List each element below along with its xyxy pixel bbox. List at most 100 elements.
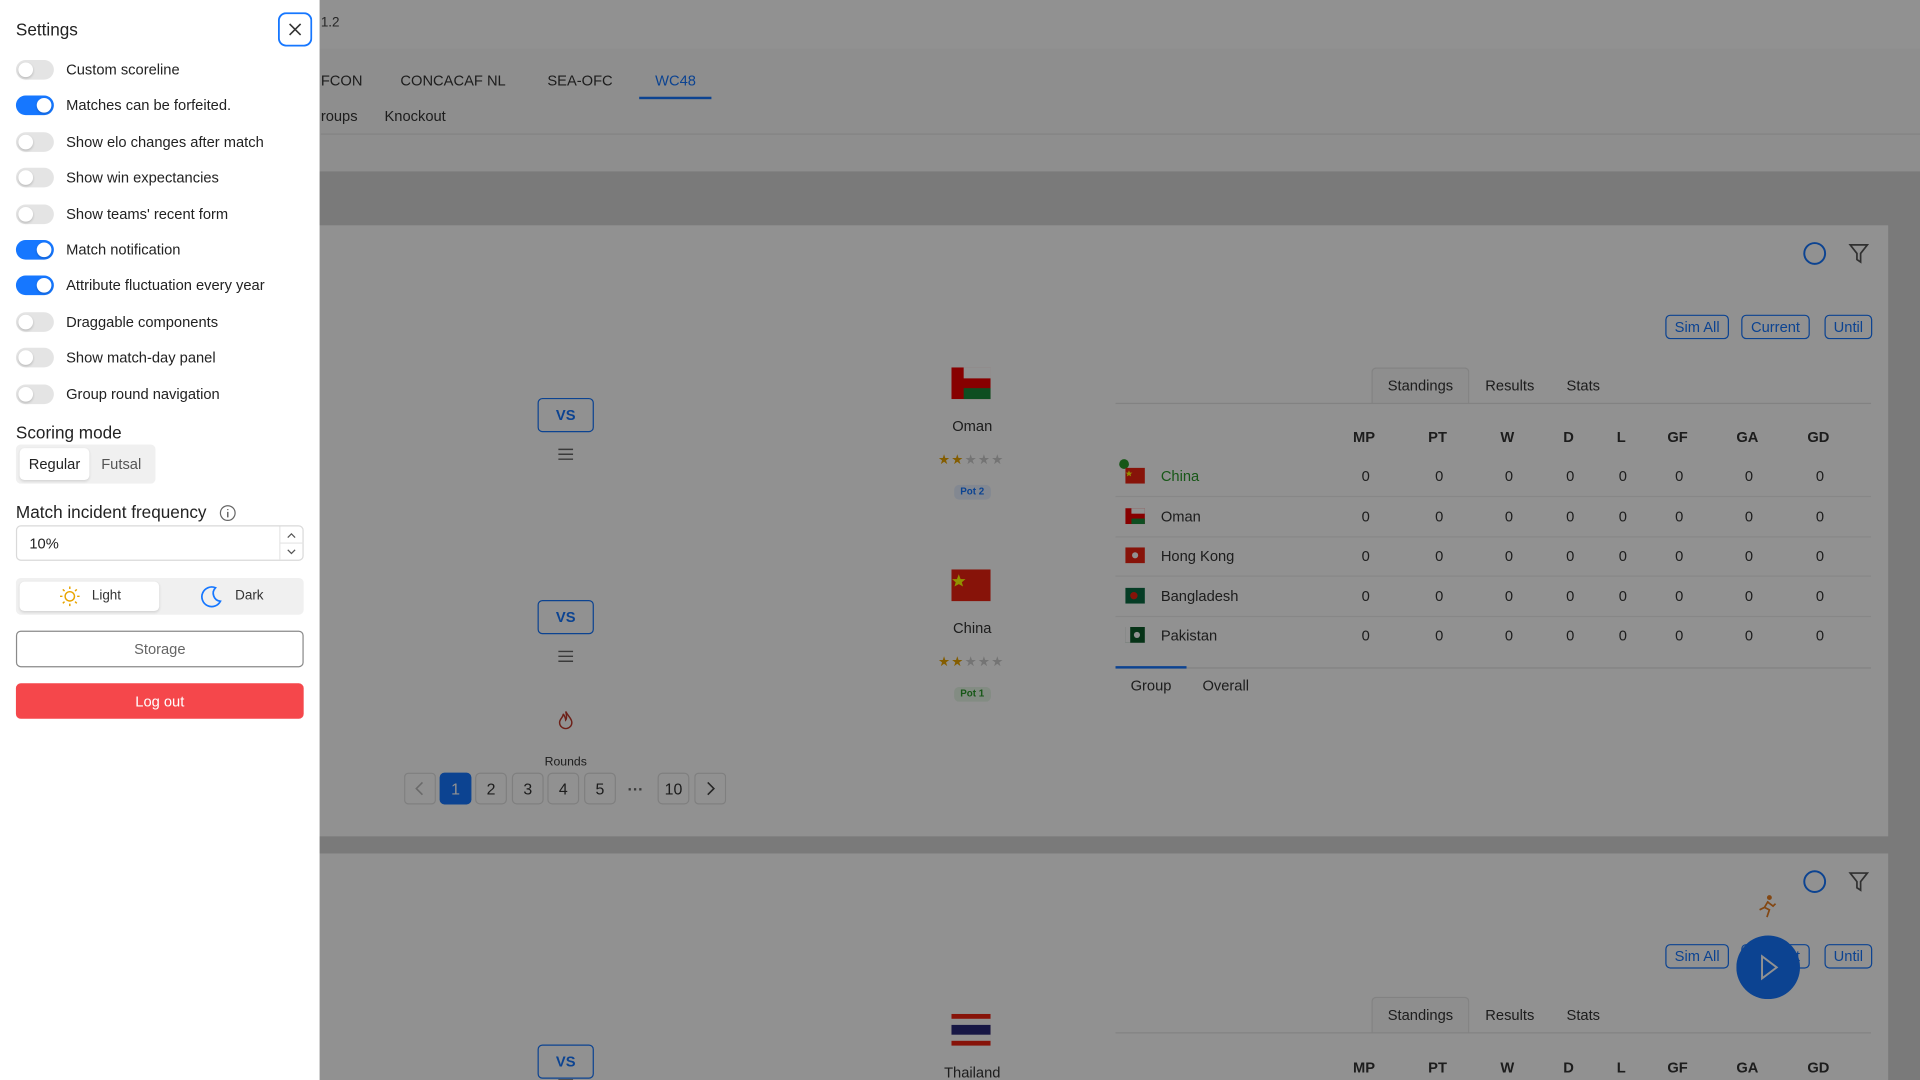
stage-tab[interactable]: Knockout bbox=[384, 107, 446, 125]
play-button[interactable] bbox=[1736, 935, 1800, 1000]
league-tab[interactable]: WC48 bbox=[655, 72, 696, 90]
pot-badge: Pot 2 bbox=[954, 484, 991, 500]
filter-icon[interactable] bbox=[1848, 242, 1870, 264]
tab-box bbox=[1371, 367, 1470, 405]
head-to-head-icon[interactable] bbox=[1802, 241, 1827, 265]
page-button[interactable]: 1 bbox=[439, 772, 472, 805]
view-tab[interactable]: Group bbox=[1130, 677, 1172, 695]
next-page[interactable] bbox=[694, 772, 727, 805]
logout-button[interactable]: Log out bbox=[15, 683, 304, 719]
stat-cell: 0 bbox=[1744, 587, 1754, 605]
stat-cell: 0 bbox=[1815, 587, 1825, 605]
sim-button-label: Sim All bbox=[1674, 318, 1720, 336]
flag bbox=[1125, 627, 1145, 644]
sim-button[interactable]: Until bbox=[1824, 314, 1873, 340]
team-name[interactable]: Bangladesh bbox=[1160, 587, 1239, 605]
settings-drawer: Settings Custom scoreline Matches can be f… bbox=[0, 0, 320, 1080]
toggle-switch[interactable] bbox=[15, 347, 54, 368]
star: ★ bbox=[964, 655, 977, 670]
page-button[interactable]: 5 bbox=[584, 772, 616, 805]
team-name[interactable]: Oman bbox=[1160, 507, 1201, 525]
toggle-switch[interactable] bbox=[15, 383, 54, 404]
star-rating: ★ ★ ★ ★ ★ bbox=[938, 453, 1007, 468]
moon-icon bbox=[200, 584, 224, 608]
toggle-switch[interactable] bbox=[15, 275, 54, 296]
page-button-label: 10 bbox=[664, 779, 683, 798]
sim-button[interactable]: Current bbox=[1741, 314, 1810, 340]
league-tab[interactable]: SEA-OFC bbox=[547, 72, 613, 90]
page-button[interactable]: ··· bbox=[620, 773, 652, 805]
stat-cell: 0 bbox=[1675, 587, 1684, 605]
toggle-label: Attribute fluctuation every year bbox=[66, 277, 265, 295]
toggle-switch[interactable] bbox=[15, 240, 54, 260]
vs-button[interactable]: VS bbox=[537, 397, 594, 433]
spinner[interactable] bbox=[279, 526, 304, 560]
stat-cell: 0 bbox=[1566, 467, 1575, 485]
toggle-switch[interactable] bbox=[15, 311, 54, 332]
standings-tab[interactable]: Stats bbox=[1566, 377, 1601, 395]
page-button[interactable]: 2 bbox=[475, 772, 507, 805]
toggle-switch[interactable] bbox=[15, 167, 54, 188]
hamburger-icon[interactable] bbox=[557, 649, 574, 664]
filter-icon[interactable] bbox=[1848, 871, 1870, 893]
incident-icon-glyph bbox=[558, 711, 573, 730]
page-button[interactable]: 3 bbox=[511, 772, 544, 805]
standings-tab[interactable]: Results bbox=[1485, 1006, 1535, 1024]
scoring-option[interactable]: Futsal bbox=[91, 448, 152, 480]
moon-icon-glyph bbox=[201, 586, 222, 608]
team-name[interactable]: Pakistan bbox=[1160, 627, 1218, 645]
toggle-switch[interactable] bbox=[15, 131, 54, 152]
league-tab[interactable]: FCON bbox=[320, 72, 363, 90]
standings-tab[interactable]: Standings bbox=[1387, 1006, 1454, 1024]
stat-cell: 0 bbox=[1435, 547, 1444, 565]
storage-button[interactable]: Storage bbox=[15, 630, 304, 668]
info-icon[interactable] bbox=[219, 504, 236, 522]
storage-button-label: Storage bbox=[134, 640, 186, 658]
toggle-switch[interactable] bbox=[15, 60, 54, 80]
toggle-label: Show teams' recent form bbox=[66, 205, 229, 223]
theme-option[interactable]: Dark bbox=[162, 582, 302, 611]
sim-button[interactable]: Sim All bbox=[1665, 944, 1729, 969]
toggle-knob bbox=[18, 62, 34, 78]
standings-tab[interactable]: Results bbox=[1485, 377, 1535, 395]
sim-button-label: Until bbox=[1833, 318, 1864, 336]
star: ★ bbox=[937, 453, 951, 468]
column-header: D bbox=[1563, 1059, 1574, 1077]
team-name[interactable]: China bbox=[1160, 467, 1200, 485]
vs-button[interactable]: VS bbox=[537, 600, 594, 635]
stat-cell: 0 bbox=[1361, 547, 1370, 565]
vs-button[interactable]: VS bbox=[537, 1044, 594, 1079]
theme-option[interactable]: Light bbox=[19, 581, 160, 612]
incident-icon[interactable] bbox=[557, 710, 574, 730]
star: ★ bbox=[937, 655, 951, 670]
flag bbox=[951, 367, 991, 400]
prev-page[interactable] bbox=[404, 772, 436, 805]
sim-button[interactable]: Sim All bbox=[1665, 314, 1729, 340]
toggle-label: Matches can be forfeited. bbox=[66, 97, 232, 115]
stage-tab[interactable]: roups bbox=[320, 107, 358, 125]
sim-button[interactable]: Until bbox=[1824, 944, 1873, 969]
team-name: China bbox=[953, 619, 992, 637]
subtab-underline bbox=[1115, 666, 1187, 669]
toggle-switch[interactable] bbox=[15, 203, 54, 224]
page-button[interactable]: 4 bbox=[547, 772, 580, 805]
team-name[interactable]: Hong Kong bbox=[1160, 547, 1235, 565]
theme-label: Light bbox=[91, 588, 122, 604]
page-button[interactable]: 10 bbox=[657, 772, 690, 805]
standings-tab[interactable]: Standings bbox=[1387, 377, 1454, 395]
match-day-icon[interactable] bbox=[1756, 894, 1778, 918]
stat-cell: 0 bbox=[1815, 467, 1825, 485]
close-button[interactable] bbox=[277, 12, 313, 47]
number-input[interactable]: 10% bbox=[15, 525, 304, 561]
view-tab[interactable]: Overall bbox=[1202, 677, 1249, 695]
standings-tab[interactable]: Stats bbox=[1566, 1006, 1601, 1024]
sim-button-label: Current bbox=[1751, 318, 1800, 336]
head-to-head-icon[interactable] bbox=[1802, 869, 1827, 894]
stat-cell: 0 bbox=[1566, 587, 1575, 605]
league-tab[interactable]: CONCACAF NL bbox=[400, 72, 506, 90]
toggle-switch[interactable] bbox=[15, 95, 54, 116]
hamburger-icon[interactable] bbox=[557, 447, 574, 462]
scoring-option[interactable]: Regular bbox=[19, 448, 90, 480]
